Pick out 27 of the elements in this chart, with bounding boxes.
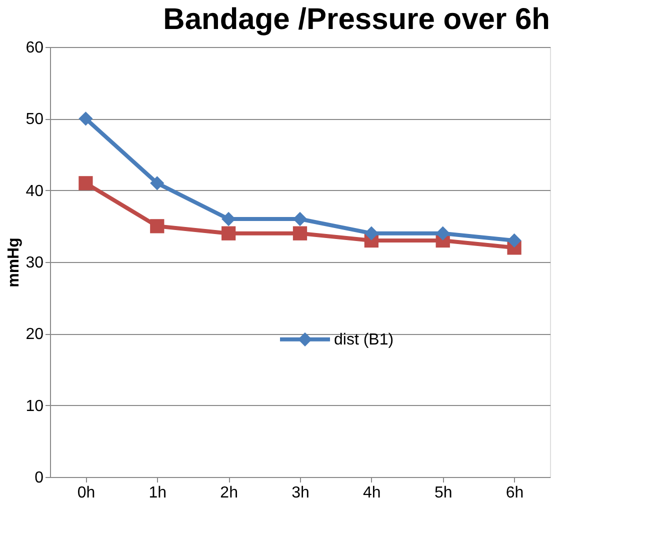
x-tick-label: 2h (220, 484, 238, 502)
y-tick-label: 40 (26, 182, 44, 200)
x-tick-label: 1h (148, 484, 167, 502)
point (364, 226, 378, 240)
y-tick-label: 60 (26, 40, 44, 56)
y-tick-label: 0 (34, 470, 44, 486)
point (78, 112, 93, 126)
x-tick-label: 3h (292, 484, 310, 502)
x-tick-label: 6h (506, 484, 524, 502)
point (436, 226, 450, 240)
y-tick-label: 10 (26, 398, 44, 415)
chart-title: Bandage /Pressure over 6h (163, 3, 550, 36)
point (222, 226, 236, 240)
x-tick-label: 0h (77, 484, 96, 502)
x-tick-label: 5h (434, 484, 452, 502)
point (507, 233, 522, 248)
point (150, 219, 164, 234)
y-tick-label: 20 (26, 326, 44, 344)
point (292, 226, 308, 240)
y-axis-title: mmHg (6, 238, 23, 288)
point (78, 176, 93, 190)
point (150, 176, 164, 190)
y-tick-label: 30 (26, 254, 44, 272)
point (222, 212, 236, 226)
y-tick-label: 50 (26, 111, 44, 128)
legend-label: dist (B1) (334, 331, 394, 348)
x-tick-label: 4h (363, 484, 381, 502)
